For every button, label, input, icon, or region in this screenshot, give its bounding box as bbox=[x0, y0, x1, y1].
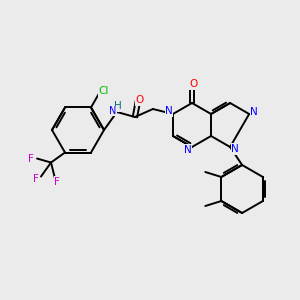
Text: F: F bbox=[54, 176, 60, 187]
Text: N: N bbox=[231, 144, 239, 154]
Text: F: F bbox=[33, 173, 39, 184]
Text: N: N bbox=[109, 106, 117, 116]
Text: N: N bbox=[250, 107, 258, 117]
Text: F: F bbox=[28, 154, 34, 164]
Text: O: O bbox=[136, 95, 144, 105]
Text: N: N bbox=[165, 106, 173, 116]
Text: Cl: Cl bbox=[99, 86, 109, 97]
Text: N: N bbox=[184, 145, 192, 155]
Text: H: H bbox=[114, 101, 122, 111]
Text: O: O bbox=[189, 79, 197, 89]
